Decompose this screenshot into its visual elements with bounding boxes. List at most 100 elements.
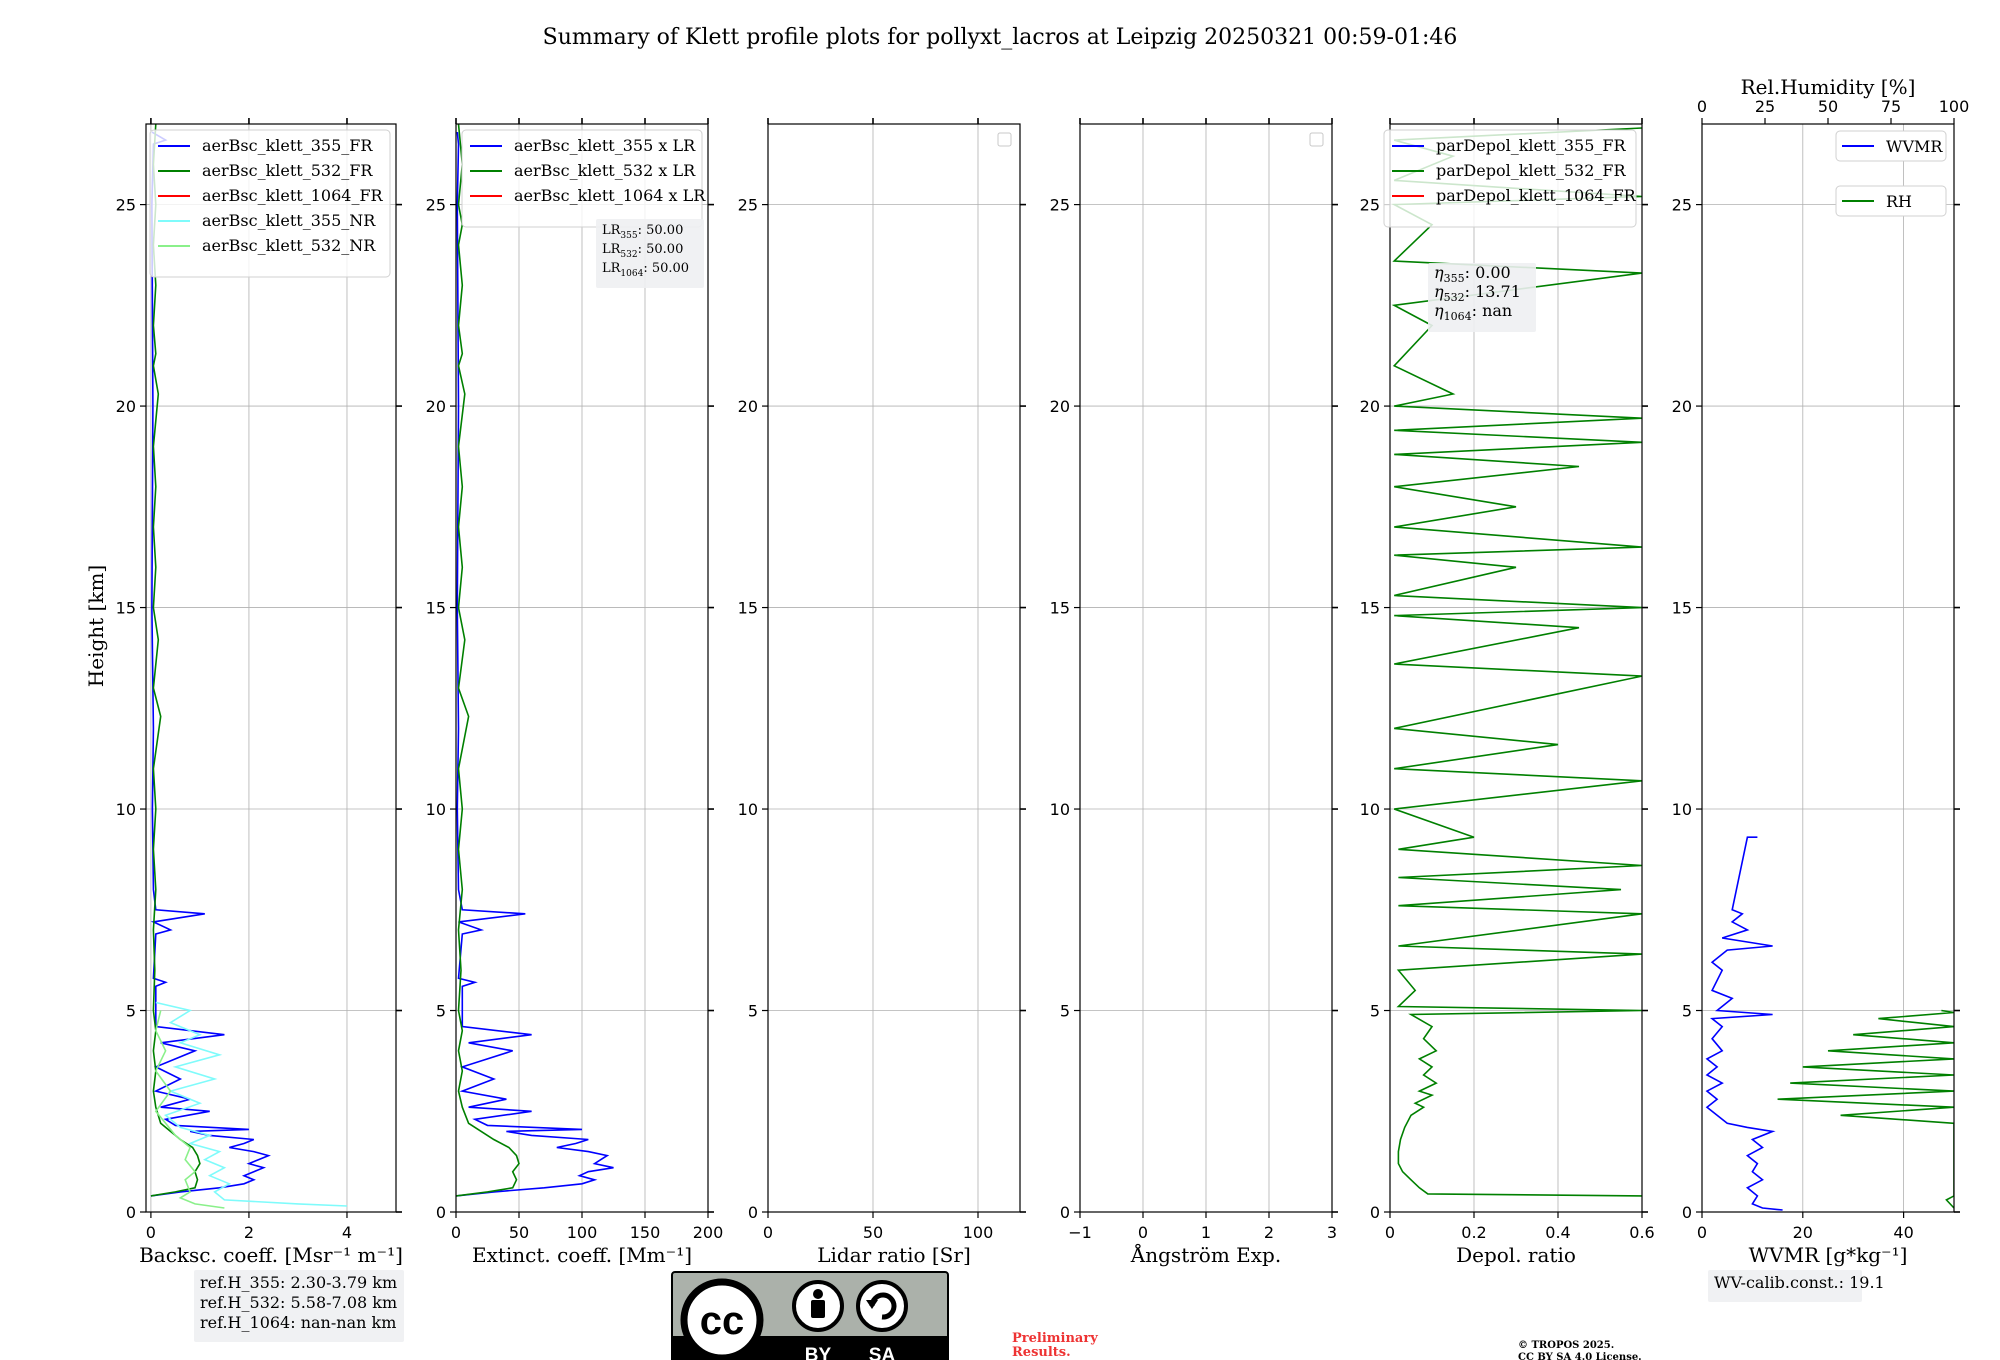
- y-tick-label: 25: [1360, 196, 1380, 215]
- series-line-ext-0: [456, 132, 614, 1197]
- series-line-bsc-1: [150, 124, 201, 1197]
- annotation-box: [596, 219, 704, 288]
- legend-box: [1383, 129, 1637, 228]
- annotation-line: LR532: 50.00: [602, 242, 683, 260]
- y-tick-label: 5: [1370, 1002, 1380, 1021]
- y-tick-label: 10: [1360, 800, 1380, 819]
- y-tick-label: 25: [1050, 196, 1070, 215]
- series-line-ext-1: [456, 124, 520, 1197]
- legend-entry: aerBsc_klett_532 x LR: [514, 161, 696, 180]
- y-tick-label: 25: [738, 196, 758, 215]
- copyright-line-2: CC BY SA 4.0 License.: [1518, 1352, 1642, 1360]
- secondary-x-tick-label: 25: [1755, 97, 1775, 116]
- x-tick-label: 20: [1793, 1223, 1813, 1242]
- by-text: BY: [805, 1345, 832, 1360]
- y-tick-label: 20: [116, 397, 136, 416]
- license-badge: cc BY SA: [671, 1271, 949, 1360]
- y-tick-label: 0: [1060, 1203, 1070, 1222]
- legend-wvmr: WVMR: [1835, 130, 1947, 162]
- x-tick-label: 3: [1327, 1223, 1337, 1242]
- legend-box: [1835, 185, 1947, 217]
- x-tick-label: 0: [763, 1223, 773, 1242]
- axes-frame: [145, 123, 397, 1213]
- legend-entry: aerBsc_klett_1064_FR: [202, 186, 384, 205]
- sa-icon: [856, 1280, 908, 1332]
- legend-box: [461, 129, 703, 228]
- series-line-bsc-0: [150, 131, 271, 1197]
- annotation-line: ref.H_532: 5.58-7.08 km: [200, 1293, 397, 1312]
- x-tick-label: 0: [1697, 1223, 1707, 1242]
- annotation-line: LR355: 50.00: [602, 223, 683, 241]
- legend-box: [1835, 130, 1947, 162]
- y-tick-label: 25: [1672, 196, 1692, 215]
- y-tick-label: 0: [1682, 1203, 1692, 1222]
- y-tick-label: 5: [1682, 1002, 1692, 1021]
- y-tick-label: 15: [1360, 599, 1380, 618]
- y-tick-label: 15: [1672, 599, 1692, 618]
- y-tick-label: 10: [738, 800, 758, 819]
- y-tick-label: 0: [126, 1203, 136, 1222]
- x-tick-label: 0.2: [1461, 1223, 1486, 1242]
- y-tick-label: 5: [1060, 1002, 1070, 1021]
- copyright-line-1: © TROPOS 2025.: [1518, 1340, 1614, 1351]
- legend-entry: WVMR: [1886, 137, 1943, 156]
- axes-frame: [1389, 123, 1643, 1213]
- x-tick-label: 150: [630, 1223, 661, 1242]
- y-tick-label: 20: [1672, 397, 1692, 416]
- y-tick-label: 15: [426, 599, 446, 618]
- series-line-bsc-3: [155, 1001, 348, 1207]
- x-tick-label: 2: [244, 1223, 254, 1242]
- series-line-wv-1: [1777, 1009, 1954, 1209]
- x-tick-label: 2: [1264, 1223, 1274, 1242]
- x-tick-label: 0.4: [1545, 1223, 1570, 1242]
- y-tick-label: 20: [426, 397, 446, 416]
- preliminary-line-2: Results.: [1012, 1345, 1071, 1360]
- secondary-x-tick-label: 50: [1818, 97, 1838, 116]
- legend-entry: aerBsc_klett_355 x LR: [514, 136, 696, 155]
- y-tick-label: 15: [738, 599, 758, 618]
- x-axis-label: Backsc. coeff. [Msr⁻¹ m⁻¹]: [139, 1243, 403, 1267]
- annotation-line: η532: 13.71: [1434, 282, 1521, 304]
- y-tick-label: 5: [748, 1002, 758, 1021]
- y-tick-label: 20: [738, 397, 758, 416]
- series-line-wv-0: [1705, 836, 1783, 1211]
- cc-text: cc: [700, 1299, 745, 1343]
- x-axis-label: Ångström Exp.: [1130, 1242, 1281, 1267]
- x-tick-label: 0: [451, 1223, 461, 1242]
- x-tick-label: 50: [863, 1223, 883, 1242]
- y-tick-label: 0: [748, 1203, 758, 1222]
- secondary-x-tick-label: 75: [1881, 97, 1901, 116]
- panel-bsc: 0 2 4 0 5 10 15 20 25 Backsc. coeff. [Msr⁻¹ m⁻¹] a…: [116, 118, 404, 1342]
- x-tick-label: 0: [1138, 1223, 1148, 1242]
- x-tick-label: 100: [567, 1223, 598, 1242]
- y-tick-label: 15: [116, 599, 136, 618]
- sa-text: SA: [869, 1345, 896, 1360]
- legend-box: [149, 129, 391, 278]
- legend: aerBsc_klett_355 x LR aerBsc_klett_532 x …: [461, 129, 706, 228]
- preliminary-line-1: Preliminary: [1012, 1331, 1098, 1346]
- legend-entry: RH: [1886, 192, 1912, 211]
- y-tick-label: 10: [116, 800, 136, 819]
- legend: parDepol_klett_355_FR parDepol_klett_532_…: [1383, 129, 1637, 228]
- x-tick-label: 40: [1893, 1223, 1913, 1242]
- panel-ext: 0 50 100 150 200 0 5 10 15 20 25 Extinct. coeff. [M…: [426, 118, 723, 1267]
- y-tick-label: 10: [1672, 800, 1692, 819]
- series-line-depol-1: [1391, 127, 1642, 1197]
- x-tick-label: 0.6: [1629, 1223, 1654, 1242]
- y-tick-label: 15: [1050, 599, 1070, 618]
- secondary-x-label: Rel.Humidity [%]: [1741, 75, 1916, 99]
- y-tick-label: 0: [436, 1203, 446, 1222]
- legend-entry: aerBsc_klett_532_NR: [202, 236, 376, 255]
- empty-legend-box: [997, 132, 1012, 147]
- axes-frame: [1701, 123, 1955, 1213]
- y-axis-label: Height [km]: [84, 565, 108, 687]
- y-tick-label: 20: [1360, 397, 1380, 416]
- axes-frame: [767, 123, 1021, 1213]
- y-tick-label: 10: [426, 800, 446, 819]
- legend-entry: aerBsc_klett_355_FR: [202, 136, 373, 155]
- annotation-line: WV-calib.const.: 19.1: [1714, 1273, 1885, 1292]
